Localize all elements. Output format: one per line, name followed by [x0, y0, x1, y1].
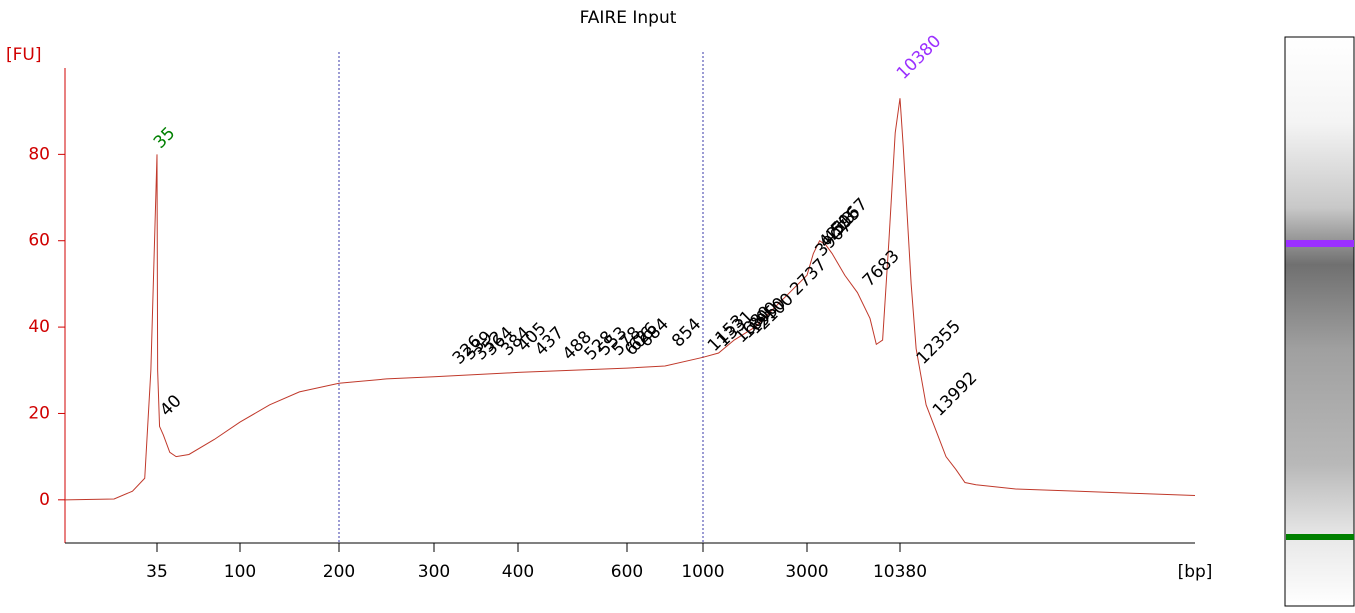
- peak-label: 7683: [859, 246, 904, 291]
- peak-label: 12355: [913, 316, 965, 368]
- x-tick-label: 400: [502, 562, 534, 582]
- x-tick-label: 1000: [681, 562, 724, 582]
- x-axis-label: [bp]: [1178, 562, 1213, 582]
- y-tick-label: 20: [28, 403, 50, 423]
- x-tick-label: 10380: [873, 562, 927, 582]
- x-tick-label: 600: [611, 562, 643, 582]
- peak-label: 854: [668, 314, 705, 351]
- y-tick-label: 0: [39, 490, 50, 510]
- x-tick-label: 3000: [785, 562, 828, 582]
- x-tick-label: 100: [224, 562, 256, 582]
- trace: [64, 98, 1196, 501]
- x-tick-label: 35: [146, 562, 168, 582]
- x-tick-label: 300: [418, 562, 450, 582]
- y-tick-label: 60: [28, 231, 50, 251]
- gel-lower-marker: [1286, 534, 1354, 540]
- peak-label: 13992: [929, 368, 981, 420]
- peak-label: 40: [156, 391, 185, 420]
- gel-upper-marker: [1286, 240, 1354, 247]
- y-tick-label: 40: [28, 317, 50, 337]
- gel-lane: [1284, 36, 1355, 607]
- x-tick-label: 200: [323, 562, 355, 582]
- chart-title: FAIRE Input: [580, 8, 677, 28]
- y-axis-label: [FU]: [6, 45, 42, 65]
- marker-label: 35: [150, 123, 179, 152]
- marker-label: 10380: [893, 31, 945, 83]
- y-tick-label: 80: [28, 144, 50, 164]
- peak-label: 2737: [786, 255, 831, 300]
